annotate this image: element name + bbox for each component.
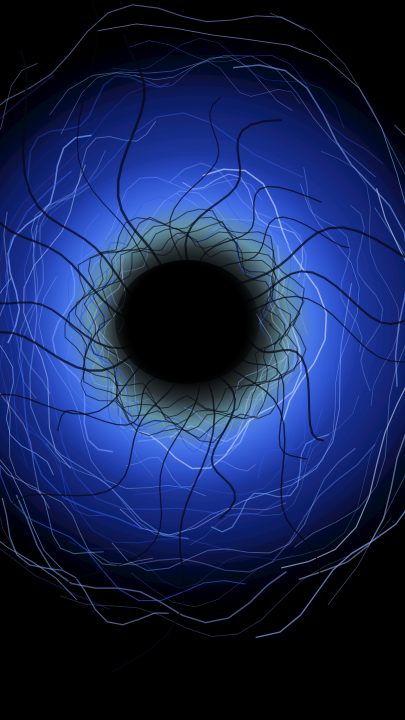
dark-tendril: [19, 50, 143, 309]
light-strand: [0, 74, 110, 610]
dark-tendril: [110, 381, 216, 674]
light-strand: [128, 40, 384, 165]
light-strand: [80, 196, 177, 405]
light-strand: [133, 61, 301, 105]
light-strand: [169, 339, 289, 443]
light-strand: [102, 246, 137, 406]
light-strand: [131, 399, 212, 453]
light-strand: [31, 120, 157, 248]
light-strand: [207, 222, 274, 340]
light-strand: [0, 515, 56, 571]
dark-tendril: [237, 270, 405, 326]
light-strand: [189, 395, 360, 546]
light-strand: [125, 456, 256, 488]
light-strand: [5, 396, 154, 567]
core-ring-line: [83, 227, 292, 426]
core-ring-line: [68, 216, 305, 439]
light-strand: [255, 510, 405, 639]
dark-tendrils: [0, 0, 405, 674]
dark-tendril: [238, 328, 325, 442]
dark-tendril: [0, 221, 141, 325]
dark-tendril: [239, 295, 405, 363]
dark-tendril: [11, 382, 177, 506]
light-strand: [60, 56, 293, 135]
light-strand: [132, 327, 303, 470]
light-strand: [0, 464, 104, 555]
light-strand: [298, 433, 405, 581]
light-strand: [0, 4, 306, 106]
light-strand: [67, 540, 295, 589]
light-strand: [202, 168, 328, 424]
light-strand: [112, 37, 344, 128]
light-strand: [169, 162, 309, 336]
light-strand: [79, 267, 148, 432]
light-strand: [232, 64, 405, 387]
light-strand: [138, 335, 300, 457]
light-strand: [321, 151, 401, 407]
light-strand: [0, 540, 78, 601]
light-strand: [59, 517, 392, 637]
light-strand: [0, 82, 156, 468]
light-strand: [18, 149, 106, 400]
light-strand: [97, 23, 405, 205]
light-strand: [45, 442, 287, 536]
core-ring-line: [64, 208, 307, 444]
light-strand: [131, 430, 382, 608]
dark-tendril: [197, 185, 322, 266]
light-strand: [226, 245, 297, 452]
light-strand: [19, 185, 90, 395]
dark-tendril: [228, 226, 405, 289]
light-strand: [0, 463, 246, 602]
light-strand: [4, 170, 142, 530]
light-strand: [87, 297, 162, 426]
light-strand: [88, 443, 376, 573]
light-strand: [210, 433, 330, 533]
dark-tendril: [0, 358, 149, 415]
core-ring-line: [96, 234, 281, 411]
light-strand: [76, 177, 263, 264]
light-strand: [111, 447, 356, 571]
dark-tendril: [76, 0, 156, 284]
light-strand: [26, 75, 170, 189]
light-strand: [15, 494, 287, 624]
light-strand: [192, 227, 274, 325]
light-strand: [0, 336, 231, 552]
light-strand: [49, 55, 376, 178]
light-strand: [257, 354, 335, 479]
light-strand: [303, 167, 363, 352]
light-strand: [0, 277, 54, 476]
light-strand: [38, 276, 207, 497]
light-strand: [269, 12, 405, 606]
light-strand: [0, 63, 38, 131]
dark-tendril: [210, 374, 236, 520]
light-strand: [51, 264, 114, 453]
light-strand: [65, 213, 154, 477]
dark-tendril: [0, 301, 143, 350]
dark-tendril: [0, 330, 145, 372]
light-strand: [175, 192, 296, 384]
dark-tendril: [212, 216, 350, 272]
dark-tendril: [61, 384, 201, 585]
light-strand: [93, 317, 187, 430]
vortex-core: [115, 260, 259, 384]
light-strand: [119, 283, 352, 536]
light-strand: [221, 193, 306, 383]
dark-tendril: [116, 33, 166, 275]
light-strand: [0, 459, 63, 570]
light-strand: [47, 381, 323, 517]
light-strand: [183, 313, 275, 427]
dark-tendril: [169, 96, 222, 266]
light-strand: [133, 299, 343, 496]
light-strand: [88, 324, 141, 409]
light-strand: [23, 164, 86, 469]
light-strand: [293, 207, 405, 548]
light-strand: [1, 497, 169, 626]
light-strand: [29, 224, 189, 540]
